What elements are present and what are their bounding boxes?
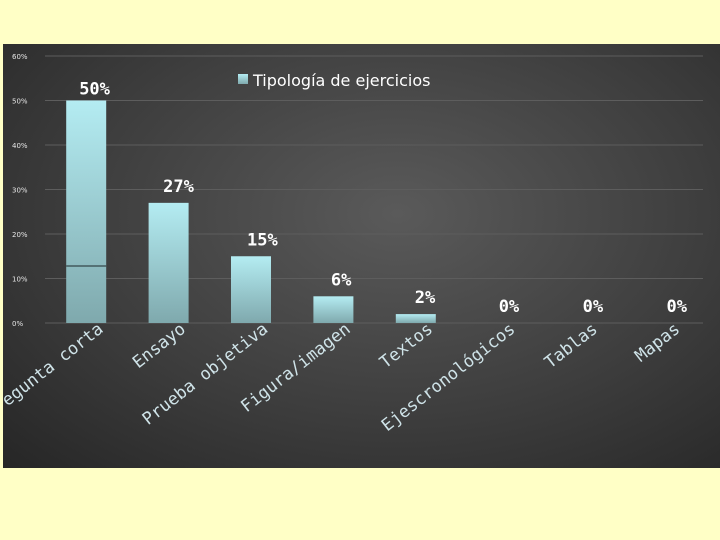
legend-label: Tipología de ejercicios — [252, 71, 430, 90]
legend: Tipología de ejercicios — [238, 71, 430, 90]
y-tick-label: 10% — [12, 276, 28, 284]
x-tick-label: Ejescronológicos — [378, 319, 519, 436]
x-tick-label: Mapas — [631, 319, 684, 366]
bar — [231, 256, 271, 323]
x-tick-label: Tablas — [541, 319, 602, 373]
bar — [395, 314, 436, 323]
data-label: 6% — [331, 270, 352, 290]
y-tick-label: 40% — [12, 142, 28, 150]
bar — [66, 100, 107, 323]
data-label: 0% — [583, 297, 604, 317]
data-label: 15% — [247, 230, 278, 250]
data-label: 2% — [415, 288, 436, 308]
y-tick-label: 60% — [12, 53, 28, 61]
bar — [148, 202, 189, 323]
data-label: 27% — [163, 177, 194, 197]
x-tick-label: Textos — [376, 319, 437, 373]
bar-chart: 0% 10% 20% 30% 40% 50% 60% 50% Pregunta corta 27%… — [3, 53, 703, 436]
legend-swatch — [238, 74, 248, 84]
y-tick-label: 30% — [12, 187, 28, 195]
data-label: 50% — [79, 80, 110, 100]
data-label: 0% — [667, 297, 688, 317]
bar — [313, 296, 354, 323]
x-tick-label: Pregunta corta — [3, 319, 107, 423]
x-tick-label: Ensayo — [129, 319, 190, 373]
data-label: 0% — [499, 297, 520, 317]
y-tick-label: 50% — [12, 98, 28, 106]
y-tick-label: 0% — [12, 320, 23, 328]
y-tick-label: 20% — [12, 231, 28, 239]
chart-panel: 0% 10% 20% 30% 40% 50% 60% 50% Pregunta corta 27%… — [3, 44, 720, 468]
